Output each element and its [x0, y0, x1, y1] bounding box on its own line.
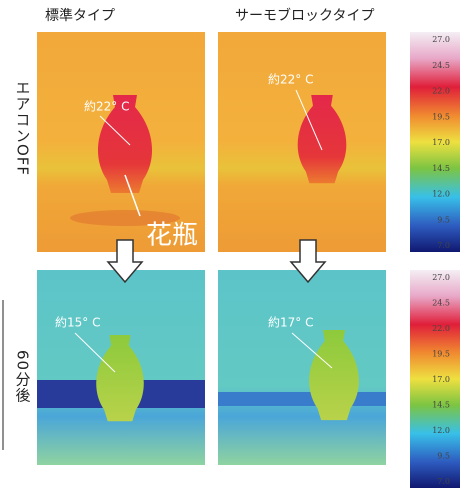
- annotation: 約17° C: [268, 315, 313, 330]
- leader: [291, 332, 333, 369]
- scale-label: 22.0: [432, 324, 450, 333]
- scale-label: 7.0: [437, 477, 450, 486]
- vase: [297, 95, 347, 184]
- scale-label: 9.5: [437, 215, 450, 224]
- scale-label: 24.5: [432, 299, 450, 308]
- scale-label: 12.0: [432, 190, 450, 199]
- color-scale: [410, 32, 460, 252]
- arrow: [289, 239, 327, 284]
- scale-label: 14.5: [432, 164, 450, 173]
- scale-label: 19.5: [432, 350, 450, 359]
- scale-label: 17.0: [432, 138, 450, 147]
- color-scale: [410, 270, 460, 488]
- scale-label: 19.5: [432, 112, 450, 121]
- scale-label: 9.5: [437, 452, 450, 461]
- scale-label: 14.5: [432, 401, 450, 410]
- arrow: [106, 239, 144, 284]
- row-label: エアコンOFF: [14, 80, 32, 176]
- header: 標準タイプ: [45, 8, 115, 24]
- thermal-image: [218, 270, 386, 465]
- cold-band: [218, 392, 386, 406]
- scale-label: 17.0: [432, 375, 450, 384]
- scale-label: 22.0: [432, 87, 450, 96]
- scale-label: 27.0: [432, 273, 450, 282]
- leader: [99, 115, 131, 146]
- callout: 花瓶: [146, 221, 198, 251]
- vase: [96, 335, 144, 422]
- shadow: [70, 210, 180, 226]
- scale-label: 7.0: [437, 241, 450, 250]
- annotation: 約22° C: [268, 72, 313, 87]
- scale-label: 27.0: [432, 35, 450, 44]
- vase: [309, 330, 359, 421]
- leader: [295, 89, 323, 151]
- leader: [124, 174, 141, 217]
- header: サーモブロックタイプ: [235, 7, 374, 24]
- annotation: 約22° C: [84, 99, 129, 114]
- scale-label: 24.5: [432, 61, 450, 70]
- row-label: 60分後: [14, 350, 32, 403]
- annotation: 約15° C: [55, 315, 100, 330]
- vase: [97, 95, 153, 193]
- scale-label: 12.0: [432, 426, 450, 435]
- leader: [74, 332, 116, 373]
